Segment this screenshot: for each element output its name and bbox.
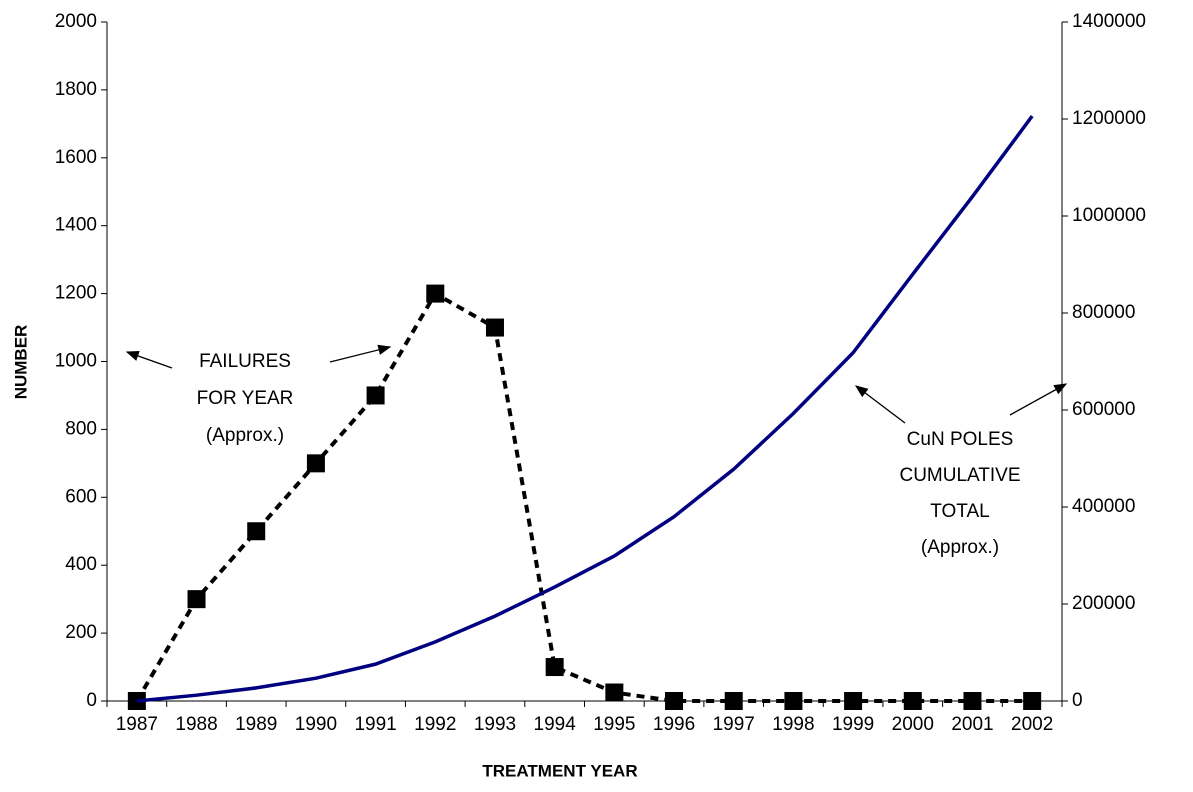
failures-line <box>135 290 1033 703</box>
marker <box>247 522 266 541</box>
y2-tick-label: 800000 <box>1072 302 1135 323</box>
annotation: (Approx.) <box>206 425 284 446</box>
y2-tick-label: 400000 <box>1072 496 1135 517</box>
x-tick-label: 1991 <box>354 714 396 735</box>
y2-tick-label: 1200000 <box>1072 108 1146 129</box>
x-tick-label: 1989 <box>235 714 277 735</box>
x-tick-label: 1993 <box>474 714 516 735</box>
x-tick-label: 1996 <box>653 714 695 735</box>
y-tick-label: 2000 <box>55 11 97 32</box>
x-tick-label: 2000 <box>892 714 934 735</box>
y2-tick-label: 1400000 <box>1072 11 1146 32</box>
x-tick-label: 1997 <box>713 714 755 735</box>
x-tick-label: 1988 <box>175 714 217 735</box>
y-tick-label: 0 <box>86 690 97 711</box>
marker <box>545 658 564 677</box>
annotation: FAILURES <box>199 351 291 372</box>
y2-tick-label: 200000 <box>1072 593 1135 614</box>
y2-tick-label: 600000 <box>1072 399 1135 420</box>
y-tick-label: 1400 <box>55 215 97 236</box>
y-tick-label: 600 <box>65 486 97 507</box>
marker <box>963 692 982 710</box>
marker <box>366 386 385 405</box>
cumulative-line <box>136 115 1034 703</box>
x-tick-label: 1995 <box>593 714 635 735</box>
y-tick-label: 1800 <box>55 79 97 100</box>
x-tick-label: 1999 <box>832 714 874 735</box>
marker <box>844 692 863 710</box>
annotation: CUMULATIVE <box>899 465 1020 486</box>
marker <box>1023 692 1042 710</box>
marker <box>665 692 684 710</box>
marker <box>187 590 206 609</box>
x-tick-label: 2002 <box>1011 714 1053 735</box>
annotation-arrows <box>125 344 1068 424</box>
marker <box>426 284 445 303</box>
y-tick-label: 200 <box>65 622 97 643</box>
marker <box>784 692 803 710</box>
y-tick-label: 1000 <box>55 351 97 372</box>
x-tick-label: 2001 <box>951 714 993 735</box>
y-tick-label: 800 <box>65 418 97 439</box>
annotation: FOR YEAR <box>197 388 294 409</box>
y2-tick-label: 1000000 <box>1072 205 1146 226</box>
x-tick-label: 1990 <box>295 714 337 735</box>
marker <box>903 692 922 710</box>
marker <box>724 692 743 710</box>
annotation: CuN POLES <box>907 429 1014 450</box>
marker <box>605 683 624 702</box>
y-axis-label: NUMBER <box>11 325 30 400</box>
y2-tick-label: 0 <box>1072 690 1083 711</box>
x-tick-label: 1994 <box>534 714 577 735</box>
x-axis-label: TREATMENT YEAR <box>482 761 637 780</box>
x-tick-label: 1987 <box>116 714 158 735</box>
annotation: (Approx.) <box>921 537 999 558</box>
x-tick-label: 1992 <box>414 714 456 735</box>
y-tick-label: 1200 <box>55 283 97 304</box>
x-tick-label: 1998 <box>772 714 814 735</box>
annotation: TOTAL <box>930 501 989 522</box>
y-tick-label: 400 <box>65 554 97 575</box>
y-tick-label: 1600 <box>55 147 97 168</box>
marker <box>485 318 504 337</box>
marker <box>306 454 325 473</box>
